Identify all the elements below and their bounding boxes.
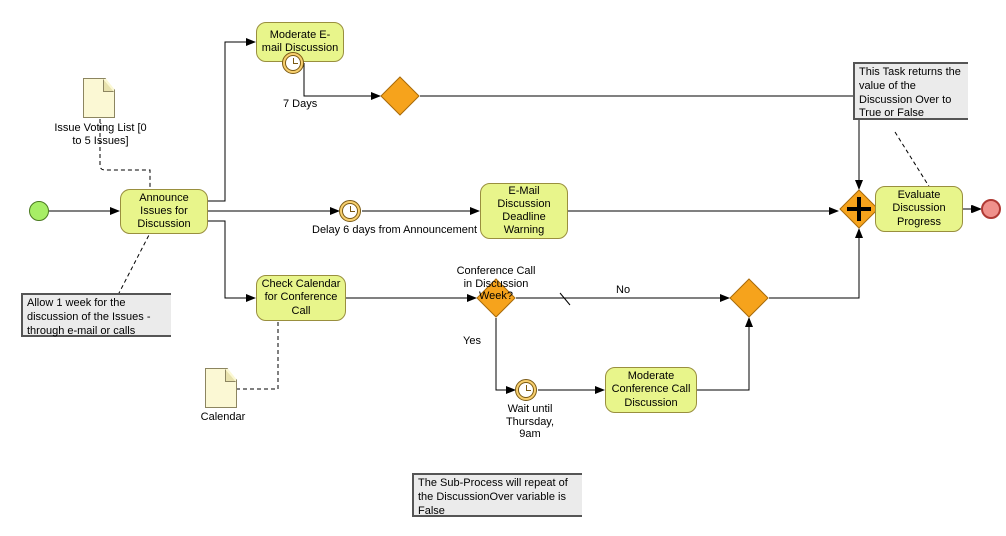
gateway-top	[380, 76, 420, 116]
timer-label: Delay 6 days from Announcement	[312, 224, 392, 237]
edge-label-no: No	[616, 284, 630, 297]
annotation-text: This Task returns the value of the Discu…	[859, 66, 961, 119]
annotation-text: The Sub-Process will repeat of the Discu…	[418, 477, 568, 517]
task-label: Announce Issues for Discussion	[125, 192, 203, 232]
annotation-allow-week: Allow 1 week for the discussion of the I…	[21, 293, 171, 337]
start-event	[29, 201, 49, 221]
artifact-label: Issue Voting List [0 to 5 Issues]	[53, 122, 148, 148]
task-label: Evaluate Discussion Progress	[880, 189, 958, 229]
gateway-parallel-join	[839, 189, 879, 229]
task-label: E-Mail Discussion Deadline Warning	[485, 185, 563, 238]
edge-label-7days: 7 Days	[283, 98, 317, 111]
task-label: Check Calendar for Conference Call	[261, 278, 341, 318]
data-object-issue-voting	[83, 78, 115, 118]
gateway-label: Conference Call in Discussion Week?	[456, 265, 536, 303]
task-evaluate-progress: Evaluate Discussion Progress	[875, 186, 963, 232]
task-announce-issues: Announce Issues for Discussion	[120, 189, 208, 234]
edge-label-yes: Yes	[463, 335, 481, 348]
gateway-merge	[729, 278, 769, 318]
artifact-label: Calendar	[198, 411, 248, 424]
timer-icon	[339, 200, 361, 222]
annotation-task-returns: This Task returns the value of the Discu…	[853, 62, 968, 120]
task-email-deadline-warning: E-Mail Discussion Deadline Warning	[480, 183, 568, 239]
annotation-text: Allow 1 week for the discussion of the I…	[27, 297, 151, 337]
timer-icon	[515, 379, 537, 401]
task-moderate-conf-call: Moderate Conference Call Discussion	[605, 367, 697, 413]
timer-label: Wait until Thursday, 9am	[494, 403, 566, 441]
task-check-calendar: Check Calendar for Conference Call	[256, 275, 346, 321]
timer-icon	[282, 52, 304, 74]
end-event	[981, 199, 1001, 219]
annotation-subprocess-repeat: The Sub-Process will repeat of the Discu…	[412, 473, 582, 517]
task-label: Moderate Conference Call Discussion	[610, 370, 692, 410]
task-label: Moderate E-mail Discussion	[261, 29, 339, 55]
data-object-calendar	[205, 368, 237, 408]
